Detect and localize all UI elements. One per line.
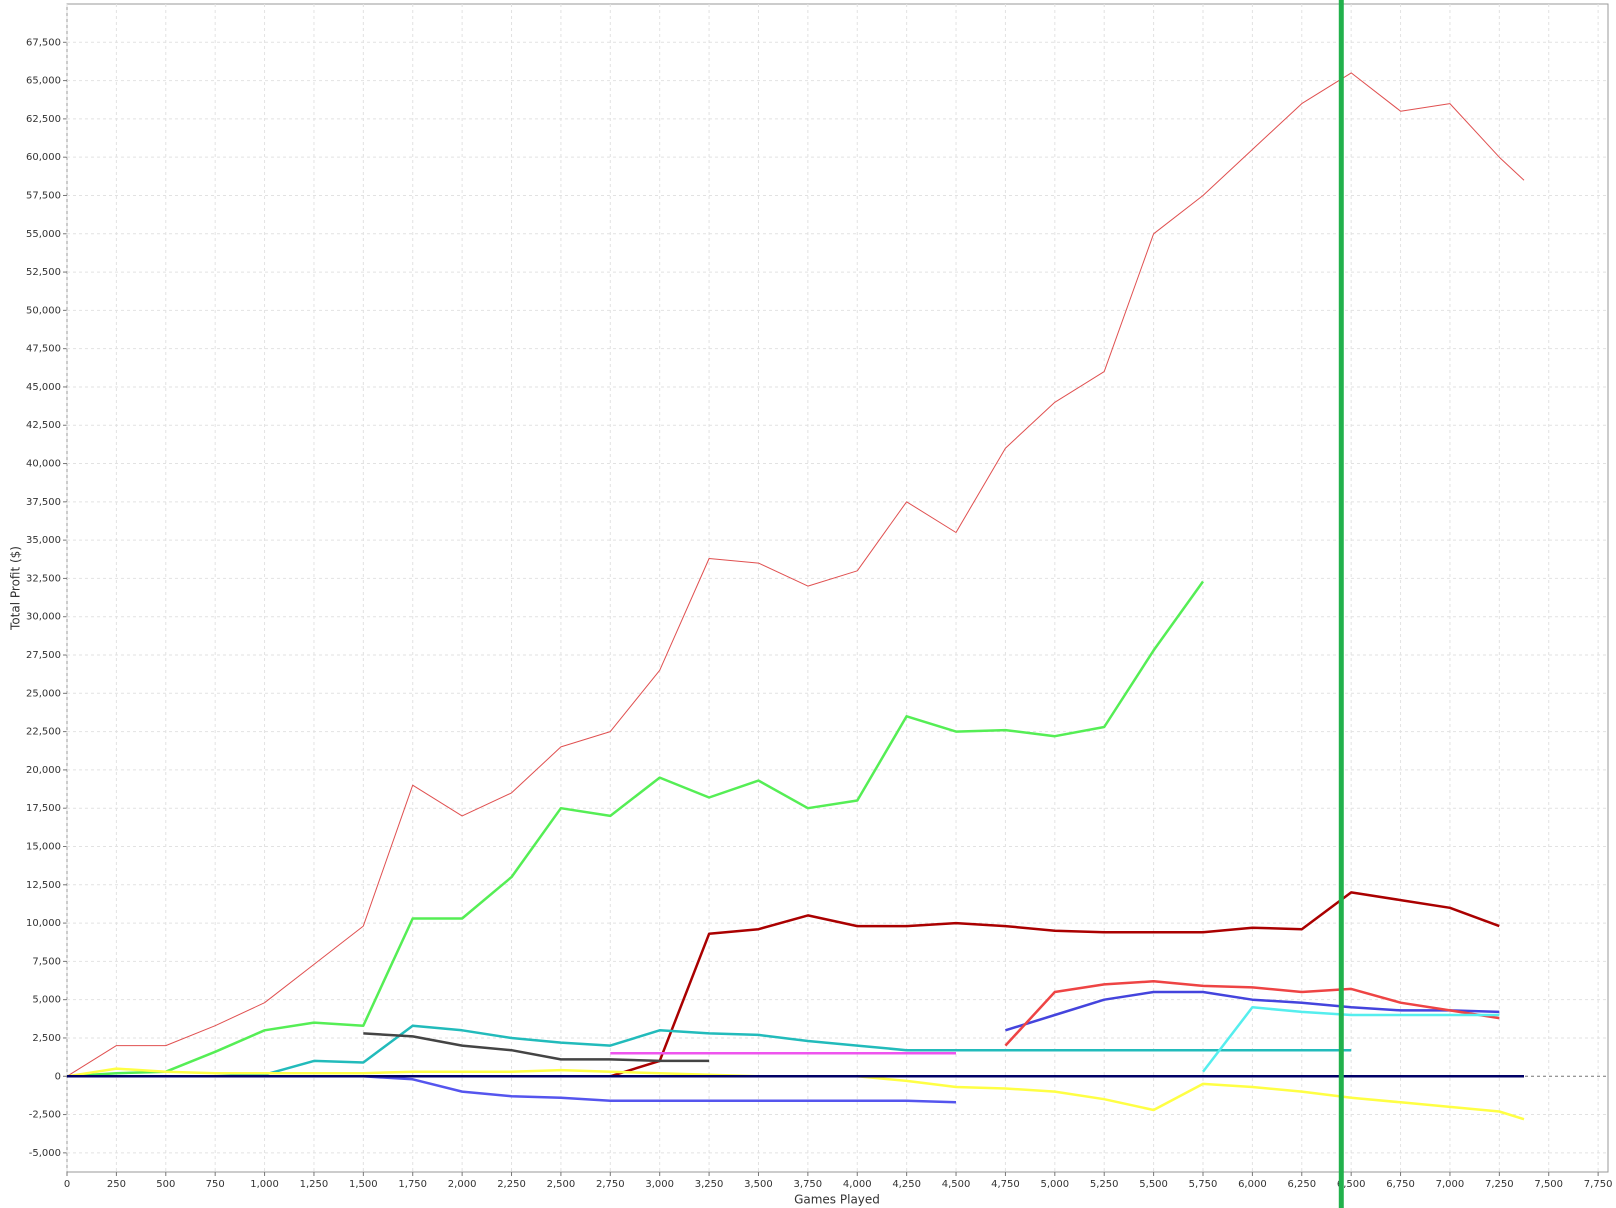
y-tick-label: 0: [55, 1071, 61, 1082]
y-tick-label: 55,000: [26, 229, 61, 240]
y-tick-label: -2,500: [29, 1110, 61, 1121]
y-tick-label: 32,500: [26, 573, 61, 584]
y-tick-label: 7,500: [32, 956, 61, 967]
x-tick-label: 6,750: [1386, 1179, 1415, 1190]
x-tick-label: 5,250: [1090, 1179, 1119, 1190]
y-tick-label: 30,000: [26, 612, 61, 623]
y-tick-label: 35,000: [26, 535, 61, 546]
x-tick-label: 1,000: [250, 1179, 279, 1190]
series-line: [66, 72, 1525, 1077]
y-tick-label: 27,500: [26, 650, 61, 661]
x-tick-label: 3,500: [744, 1179, 773, 1190]
x-tick-label: 750: [206, 1179, 225, 1190]
x-tick-label: 5,500: [1139, 1179, 1168, 1190]
x-tick-label: 1,750: [398, 1179, 427, 1190]
y-tick-label: 2,500: [32, 1033, 61, 1044]
y-tick-label: 62,500: [26, 114, 61, 125]
y-tick-label: 5,000: [32, 995, 61, 1006]
x-tick-label: 1,250: [300, 1179, 329, 1190]
y-tick-label: 47,500: [26, 344, 61, 355]
y-tick-label: 22,500: [26, 727, 61, 738]
y-tick-label: 52,500: [26, 267, 61, 278]
x-tick-label: 4,000: [843, 1179, 872, 1190]
x-tick-label: 6,500: [1337, 1179, 1366, 1190]
series-line: [363, 1032, 710, 1063]
y-tick-label: 50,000: [26, 305, 61, 316]
y-tick-label: 10,000: [26, 918, 61, 929]
x-tick-label: 5,000: [1041, 1179, 1070, 1190]
y-tick-label: 67,500: [26, 37, 61, 48]
y-tick-label: 65,000: [26, 76, 61, 87]
x-tick-label: 2,000: [448, 1179, 477, 1190]
x-tick-label: 1,500: [349, 1179, 378, 1190]
x-tick-label: 7,250: [1485, 1179, 1514, 1190]
x-tick-label: 5,750: [1189, 1179, 1218, 1190]
y-tick-label: 37,500: [26, 497, 61, 508]
x-tick-label: 7,500: [1534, 1179, 1563, 1190]
x-tick-label: 2,500: [547, 1179, 576, 1190]
x-tick-label: 4,250: [892, 1179, 921, 1190]
y-tick-label: 25,000: [26, 688, 61, 699]
y-tick-label: 60,000: [26, 152, 61, 163]
x-tick-label: 4,500: [942, 1179, 971, 1190]
x-tick-label: 250: [107, 1179, 126, 1190]
series-line: [1202, 1006, 1500, 1073]
x-tick-label: 2,750: [596, 1179, 625, 1190]
y-tick-label: 12,500: [26, 880, 61, 891]
y-tick-label: 40,000: [26, 459, 61, 470]
y-tick-label: 45,000: [26, 382, 61, 393]
y-tick-label: 17,500: [26, 803, 61, 814]
y-tick-label: 15,000: [26, 841, 61, 852]
x-tick-label: 0: [64, 1179, 70, 1190]
y-tick-label: 42,500: [26, 420, 61, 431]
x-tick-label: 500: [156, 1179, 175, 1190]
x-axis-label: Games Played: [794, 1193, 880, 1207]
x-tick-label: 2,250: [497, 1179, 526, 1190]
x-tick-label: 4,750: [991, 1179, 1020, 1190]
x-tick-label: 3,750: [794, 1179, 823, 1190]
y-axis-label: Total Profit ($): [9, 546, 23, 631]
x-tick-label: 3,000: [645, 1179, 674, 1190]
y-tick-label: 57,500: [26, 190, 61, 201]
x-tick-label: 7,000: [1436, 1179, 1465, 1190]
x-tick-label: 7,750: [1584, 1179, 1613, 1190]
series-line: [66, 580, 1205, 1078]
x-tick-label: 6,250: [1287, 1179, 1316, 1190]
series-line: [1004, 980, 1500, 1047]
series-line: [67, 1024, 1352, 1078]
series-line: [1005, 990, 1500, 1032]
y-tick-label: 20,000: [26, 765, 61, 776]
y-tick-label: -5,000: [29, 1148, 61, 1159]
x-tick-label: 3,250: [695, 1179, 724, 1190]
x-tick-label: 6,000: [1238, 1179, 1267, 1190]
